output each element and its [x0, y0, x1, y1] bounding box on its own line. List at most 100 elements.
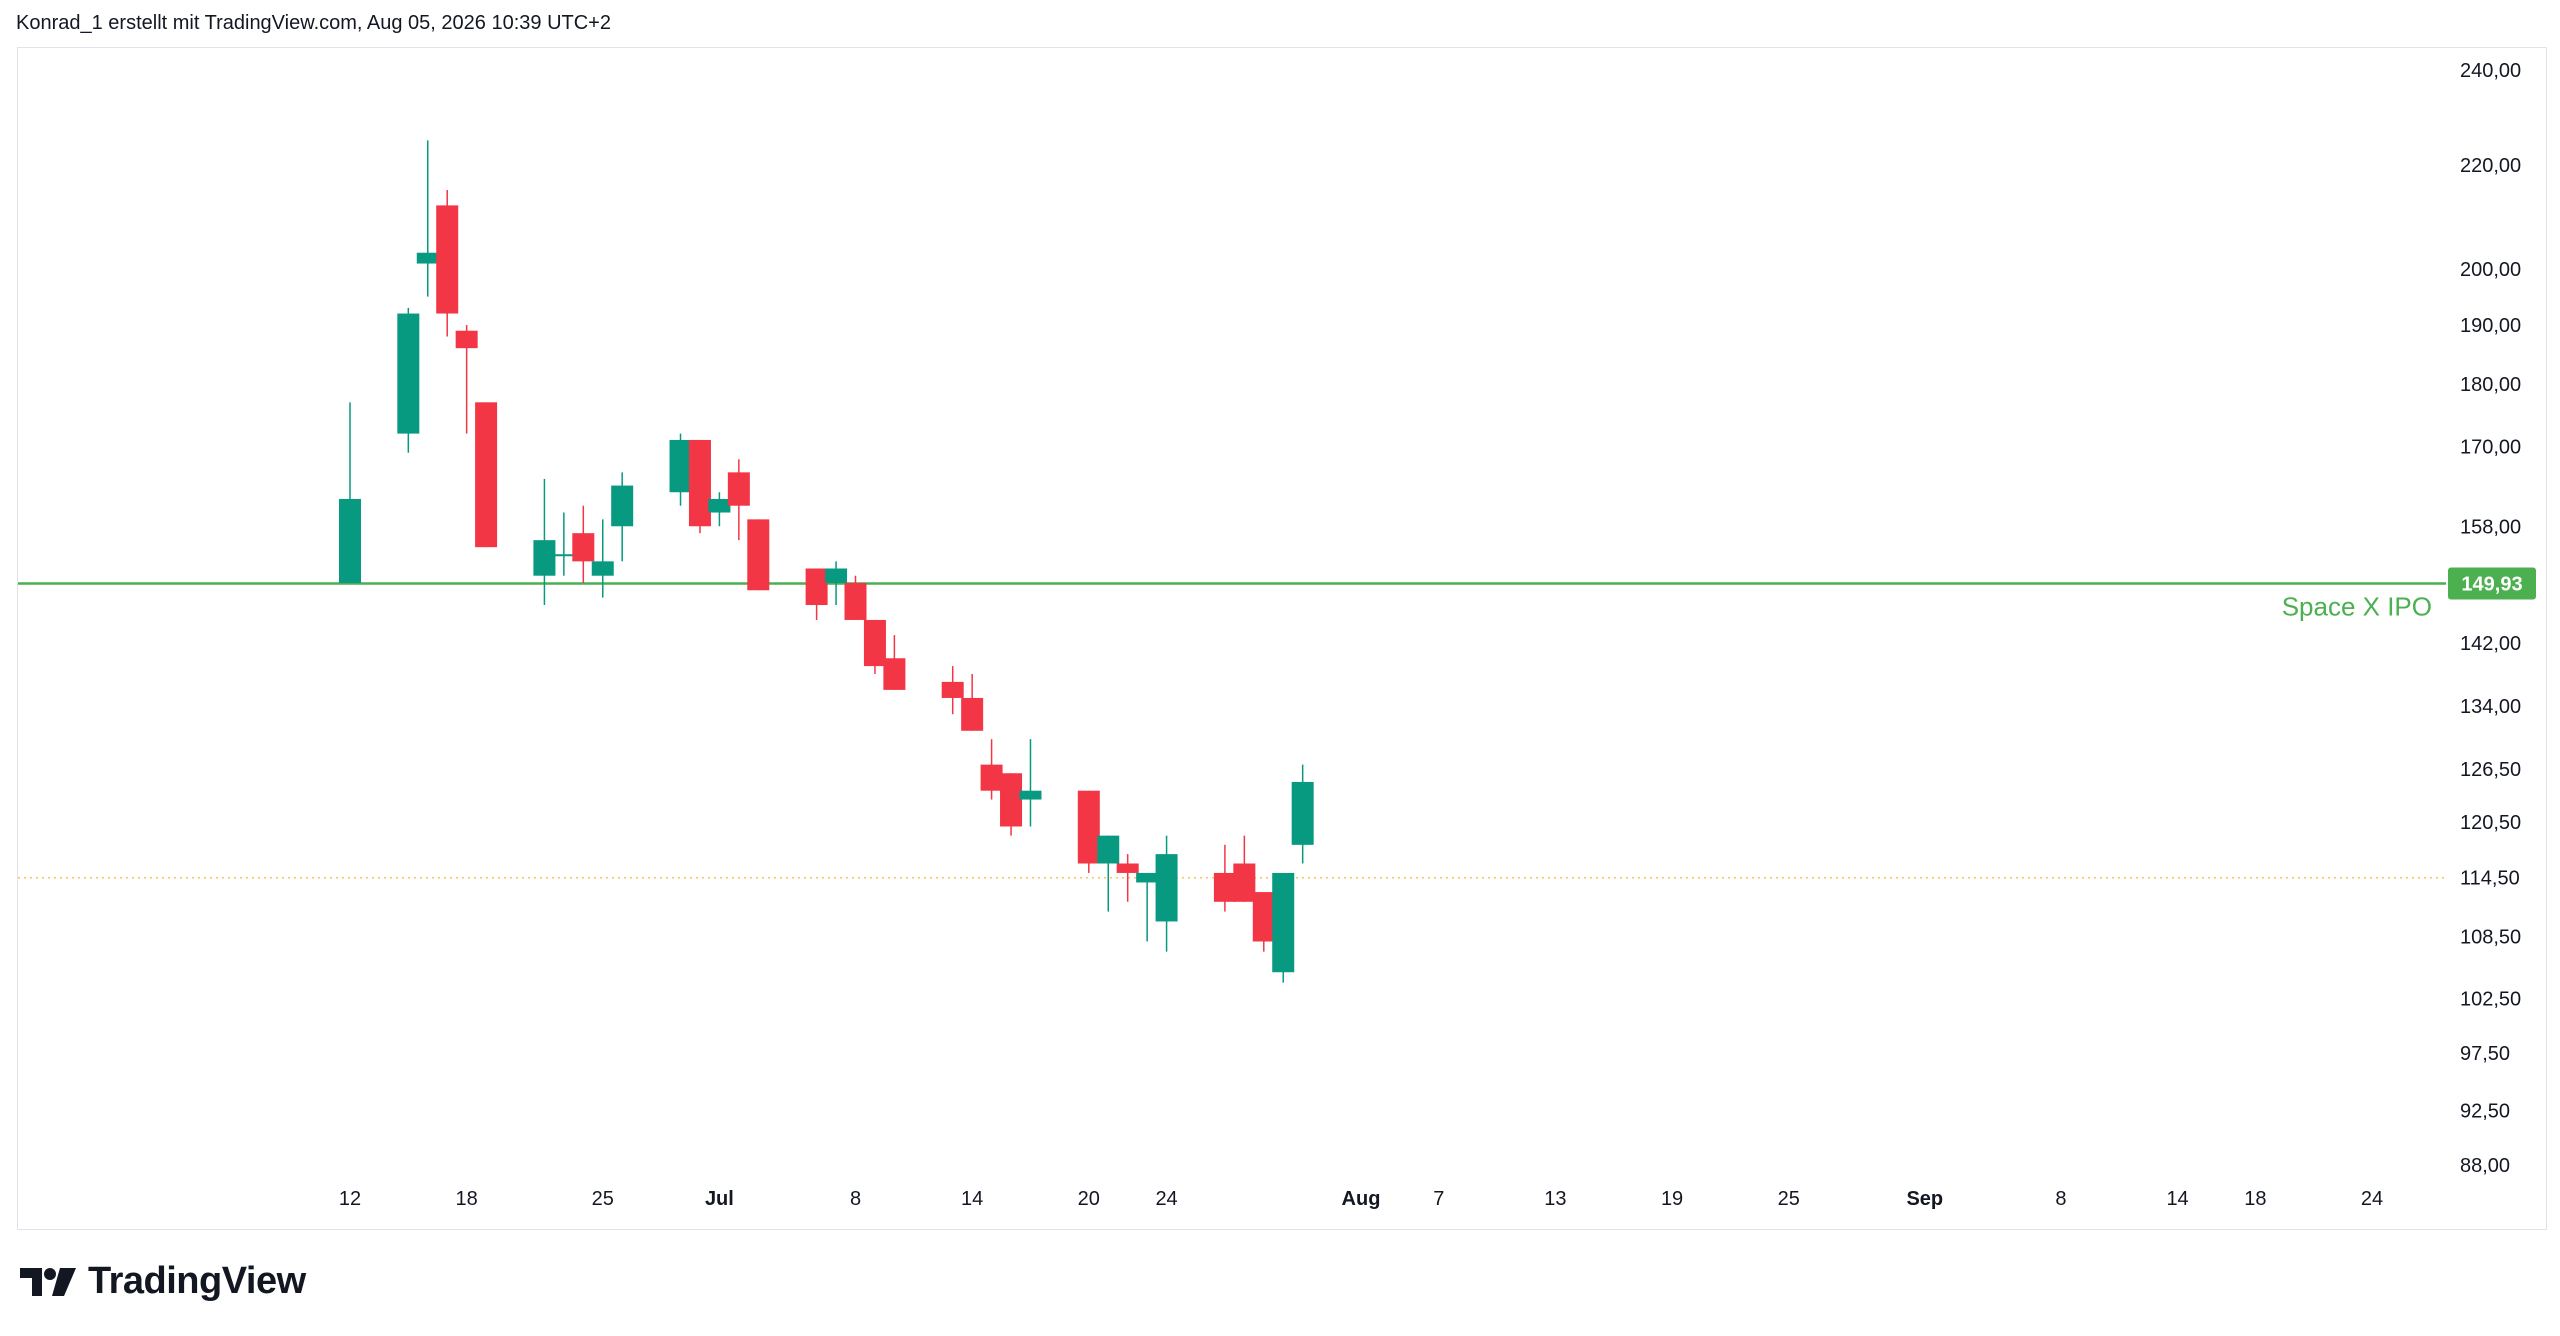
candle[interactable] — [339, 402, 361, 583]
candle-body — [1213, 872, 1236, 902]
y-tick-label: 158,00 — [2460, 516, 2521, 538]
candle[interactable] — [1077, 790, 1100, 873]
candle-body — [708, 498, 731, 513]
y-tick-label: 190,00 — [2460, 315, 2521, 337]
candle-body — [397, 313, 420, 434]
tradingview-logo-icon — [20, 1267, 76, 1296]
candle-body — [552, 554, 575, 557]
y-tick-label: 200,00 — [2460, 259, 2521, 281]
candle[interactable] — [1252, 892, 1275, 952]
candle[interactable] — [1233, 835, 1256, 902]
candle[interactable] — [1155, 835, 1178, 952]
candles-group — [339, 140, 1314, 983]
x-tick-label: 13 — [1544, 1188, 1566, 1210]
y-tick-label: 220,00 — [2460, 155, 2521, 177]
y-tick-label: 92,50 — [2460, 1101, 2510, 1123]
candle-body — [611, 485, 634, 527]
candle-body — [825, 568, 848, 583]
candle-body — [436, 205, 459, 314]
x-tick-label: Jul — [705, 1188, 734, 1210]
x-tick-label: 7 — [1433, 1188, 1444, 1210]
candle-body — [980, 764, 1003, 791]
x-tick-label: 12 — [339, 1188, 361, 1210]
candle-body — [1097, 835, 1120, 864]
candle[interactable] — [844, 575, 867, 620]
candle-body — [533, 540, 556, 576]
x-tick-label: 8 — [850, 1188, 861, 1210]
candle[interactable] — [1000, 773, 1023, 836]
x-tick-label: 25 — [592, 1188, 614, 1210]
x-axis: 12 18 25 Jul 8 14 20 24 Aug 7 13 19 25 Sep 8 14 18 24 — [339, 1188, 2383, 1210]
candle-body — [1116, 863, 1139, 873]
x-tick-label: 24 — [1155, 1188, 1177, 1210]
y-tick-label: 134,00 — [2460, 696, 2521, 718]
chart-frame — [17, 47, 2547, 1230]
candle[interactable] — [825, 561, 848, 606]
footer-logo[interactable]: TradingView — [20, 1260, 306, 1303]
candle[interactable] — [1097, 835, 1120, 912]
candle[interactable] — [552, 512, 575, 576]
candle-body — [1000, 773, 1023, 827]
y-tick-label: 108,50 — [2460, 926, 2521, 948]
y-tick-label: 142,00 — [2460, 633, 2521, 655]
candle[interactable] — [611, 472, 634, 562]
candle-body — [572, 533, 595, 562]
candle[interactable] — [941, 666, 964, 715]
candle[interactable] — [1019, 739, 1042, 827]
candle-body — [591, 561, 614, 576]
candle-body — [416, 252, 439, 264]
candle[interactable] — [863, 619, 886, 674]
price-tag-label: 149,93 — [2461, 573, 2522, 595]
x-tick-label: 24 — [2361, 1188, 2383, 1210]
x-tick-label: 18 — [2244, 1188, 2266, 1210]
candle[interactable] — [727, 459, 750, 541]
candle[interactable] — [708, 492, 731, 527]
candle-body — [688, 439, 711, 527]
candle-body — [1136, 872, 1159, 883]
candle[interactable] — [669, 433, 692, 506]
y-axis: 240,00 220,00 200,00 190,00 180,00 170,00 158,… — [2448, 60, 2536, 1177]
x-tick-label: 18 — [456, 1188, 478, 1210]
candle[interactable] — [533, 478, 556, 606]
candle[interactable] — [1272, 872, 1295, 983]
candle-body — [339, 498, 361, 583]
candle-body — [455, 330, 478, 349]
x-tick-label: 20 — [1078, 1188, 1100, 1210]
candle[interactable] — [747, 519, 770, 591]
chart-caption: Konrad_1 erstellt mit TradingView.com, A… — [16, 12, 611, 34]
candle[interactable] — [397, 307, 420, 453]
candle[interactable] — [688, 439, 711, 534]
candle-body — [941, 681, 964, 698]
candle-body — [669, 439, 692, 493]
candle-body — [844, 582, 867, 620]
horizontal-line-label: Space X IPO — [2282, 591, 2432, 621]
footer-brand: TradingView — [88, 1260, 306, 1302]
candle[interactable] — [591, 519, 614, 598]
candle[interactable] — [572, 505, 595, 583]
y-tick-label: 88,00 — [2460, 1155, 2510, 1177]
candle-body — [1233, 863, 1256, 902]
candle-body — [1019, 790, 1042, 800]
y-tick-label: 240,00 — [2460, 60, 2521, 82]
candle[interactable] — [883, 635, 906, 690]
x-tick-label: 8 — [2055, 1188, 2066, 1210]
candle-body — [1272, 872, 1295, 973]
candle[interactable] — [416, 140, 439, 297]
candle-body — [1077, 790, 1100, 864]
candle[interactable] — [1136, 872, 1159, 942]
candle[interactable] — [475, 402, 498, 548]
x-tick-label: Aug — [1342, 1188, 1381, 1210]
candle[interactable] — [436, 190, 459, 337]
candle[interactable] — [1213, 844, 1236, 912]
candle[interactable] — [455, 324, 478, 434]
candle[interactable] — [961, 673, 984, 731]
candle[interactable] — [1291, 764, 1314, 864]
candle[interactable] — [980, 739, 1003, 800]
horizontal-line-group: Space X IPO — [18, 582, 2446, 621]
candle-body — [747, 519, 770, 591]
x-tick-label: 25 — [1778, 1188, 1800, 1210]
candle[interactable] — [1116, 854, 1139, 902]
candle[interactable] — [805, 568, 828, 620]
candle-body — [475, 402, 498, 548]
